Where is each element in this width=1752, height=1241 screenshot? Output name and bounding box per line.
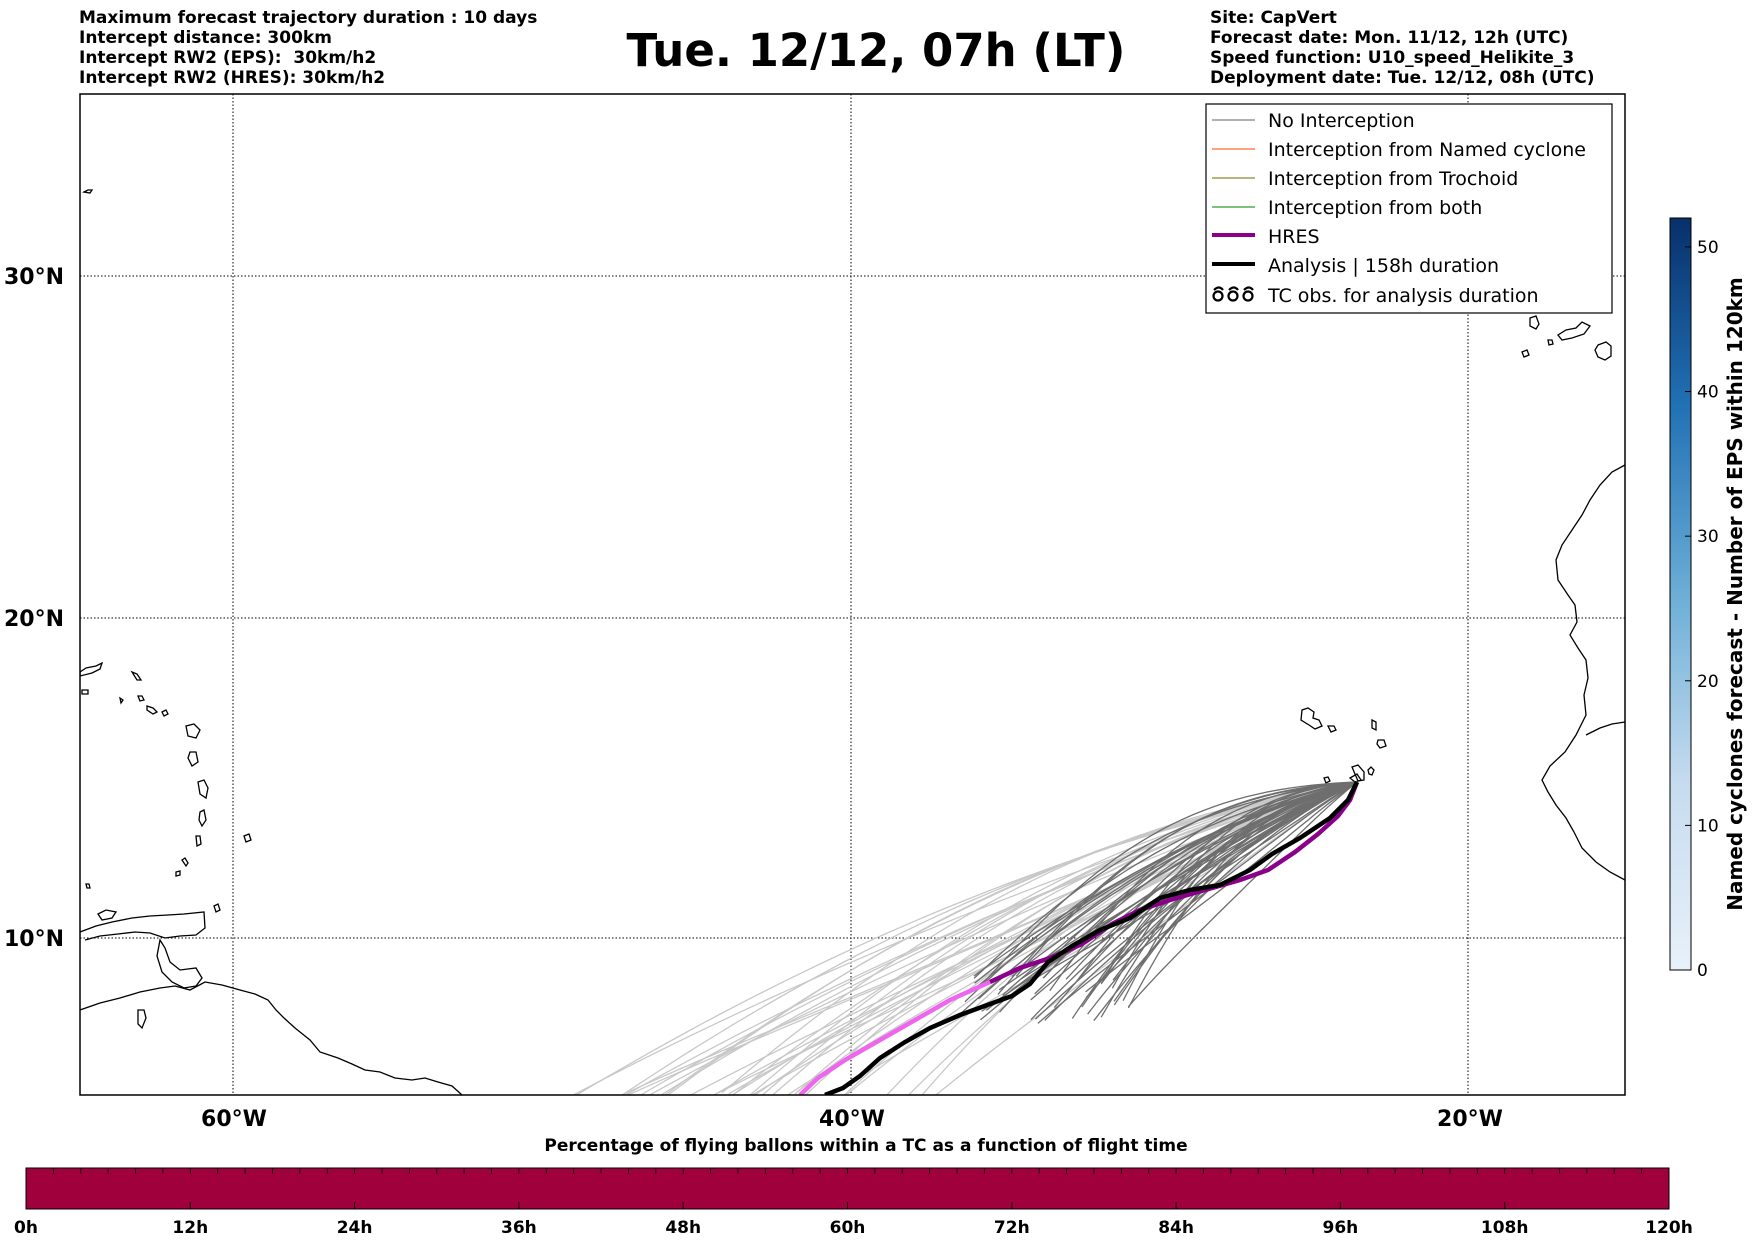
coastline-canary-islands: [1521, 315, 1612, 361]
bottom-bar-tick-label: 120h: [1645, 1218, 1693, 1238]
trajectory-no-interception: [1037, 781, 1358, 1024]
trajectory-no-interception: [973, 781, 1358, 979]
trajectory-no-interception: [964, 781, 1358, 1003]
header-right-line: Forecast date: Mon. 11/12, 12h (UTC): [1210, 28, 1569, 48]
trajectory-no-interception: [1035, 781, 1358, 1020]
lon-label: 40°W: [819, 1107, 885, 1132]
trajectory-no-interception: [960, 781, 1358, 1014]
bottom-bar-tick-label: 0h: [14, 1218, 38, 1238]
header-left-line: Intercept RW2 (EPS): 30km/h2: [79, 48, 377, 68]
coastline-west-africa: [1541, 464, 1625, 881]
coastline-africa-bulge: [1585, 721, 1625, 736]
page-title: Tue. 12/12, 07h (LT): [626, 24, 1126, 77]
trajectory-no-interception: [1002, 781, 1358, 996]
legend-label: Analysis | 158h duration: [1268, 255, 1499, 277]
colorbar-ticks: 0 10 20 30 40 50: [1685, 238, 1719, 981]
lat-label: 20°N: [4, 607, 64, 632]
bottom-bar-tick-label: 12h: [172, 1218, 208, 1238]
bottom-bar-tick-label: 48h: [665, 1218, 701, 1238]
colorbar-label: Named cyclones forecast - Number of EPS …: [1723, 277, 1747, 911]
trajectory-tail: [572, 781, 1358, 1095]
trajectory-no-interception: [982, 781, 1358, 984]
trajectory-no-interception: [1085, 781, 1358, 999]
colorbar-tick-label: 20: [1697, 672, 1719, 692]
lon-label: 20°W: [1437, 1107, 1503, 1132]
coastline-south-america: [80, 981, 463, 1095]
legend-label: Interception from both: [1268, 197, 1482, 219]
trajectory-tail: [731, 781, 1358, 1095]
map-grid: [80, 94, 1625, 1095]
bottom-bar-tick-label: 84h: [1158, 1218, 1194, 1238]
legend-label: TC obs. for analysis duration: [1267, 285, 1539, 307]
colorbar-right: 0 10 20 30 40 50 Named cyclones forecast - Nu…: [1669, 217, 1747, 981]
map-border: [79, 93, 1626, 1096]
lat-label: 30°N: [4, 265, 64, 290]
bottom-bar-tick-label: 72h: [994, 1218, 1030, 1238]
bottom-bar-tick-label: 108h: [1481, 1218, 1529, 1238]
coastline-lesser-antilles: [161, 709, 252, 877]
bottom-bar-ticks: 0h 12h 24h 36h 48h 60h 72h 84h 96h 108h 120h: [14, 1168, 1693, 1238]
lon-label: 60°W: [201, 1107, 267, 1132]
trajectory-tail: [621, 781, 1358, 1095]
trajectory-tail: [575, 781, 1358, 1095]
bottom-colorbar: Percentage of flying ballons within a TC…: [14, 1136, 1693, 1238]
header-right: Site: CapVert Forecast date: Mon. 11/12,…: [1210, 8, 1595, 88]
coastline-virgin-islands: [80, 661, 159, 715]
bottom-bar-tick-label: 60h: [830, 1218, 866, 1238]
colorbar-tick-label: 50: [1697, 238, 1719, 258]
legend: No Interception Interception from Named …: [1205, 103, 1613, 314]
trajectory-tail: [843, 781, 1358, 1095]
trajectory-no-interception: [1034, 781, 1358, 995]
legend-label: No Interception: [1268, 110, 1415, 132]
legend-label: HRES: [1268, 226, 1320, 248]
coastline-venezuela-north: [80, 911, 206, 941]
colorbar-tick-label: 40: [1697, 383, 1719, 403]
header-left-line: Intercept distance: 300km: [79, 28, 332, 48]
trajectory-no-interception: [1112, 781, 1358, 981]
bottom-bar-tick-label: 96h: [1323, 1218, 1359, 1238]
legend-box: [1205, 103, 1613, 314]
bottom-bar-tick-label: 24h: [337, 1218, 373, 1238]
trajectory-no-interception: [997, 781, 1358, 995]
coastline-trinidad: [156, 938, 203, 989]
header-right-line: Site: CapVert: [1210, 8, 1337, 28]
cyclone-symbols-icon: [1212, 286, 1254, 302]
colorbar-tick-label: 10: [1697, 816, 1719, 836]
colorbar-gradient: [1669, 217, 1692, 971]
lat-label: 10°N: [4, 927, 64, 952]
bottom-bar-tick-label: 36h: [501, 1218, 537, 1238]
trajectory-tail: [666, 781, 1358, 1095]
hres-trajectory-tail: [798, 979, 991, 1095]
colorbar-tick-label: 0: [1697, 961, 1708, 981]
header-left: Maximum forecast trajectory duration : 1…: [79, 8, 537, 88]
trajectory-layer: [572, 780, 1360, 1095]
analysis-trajectory: [824, 780, 1360, 1095]
coastline-cape-verde: [1300, 707, 1387, 784]
header-left-line: Intercept RW2 (HRES): 30km/h2: [79, 68, 386, 88]
legend-label: Interception from Trochoid: [1268, 168, 1518, 190]
header-right-line: Speed function: U10_speed_Helikite_3: [1210, 48, 1575, 68]
trajectory-no-interception: [981, 781, 1358, 1012]
colorbar-tick-label: 30: [1697, 527, 1719, 547]
trajectory-tail: [753, 781, 1358, 1095]
bottom-bar-label: Percentage of flying ballons within a TC…: [544, 1136, 1187, 1156]
header-left-line: Maximum forecast trajectory duration : 1…: [79, 8, 538, 28]
coastline-small-islands-west: [81, 189, 221, 1030]
trajectory-no-interception: [1127, 781, 1358, 1008]
header-right-line: Deployment date: Tue. 12/12, 08h (UTC): [1210, 68, 1595, 88]
legend-label: Interception from Named cyclone: [1268, 139, 1586, 161]
trajectory-no-interception: [1049, 781, 1358, 992]
trajectory-tail: [639, 781, 1358, 1095]
coastlines: [80, 189, 1625, 1095]
